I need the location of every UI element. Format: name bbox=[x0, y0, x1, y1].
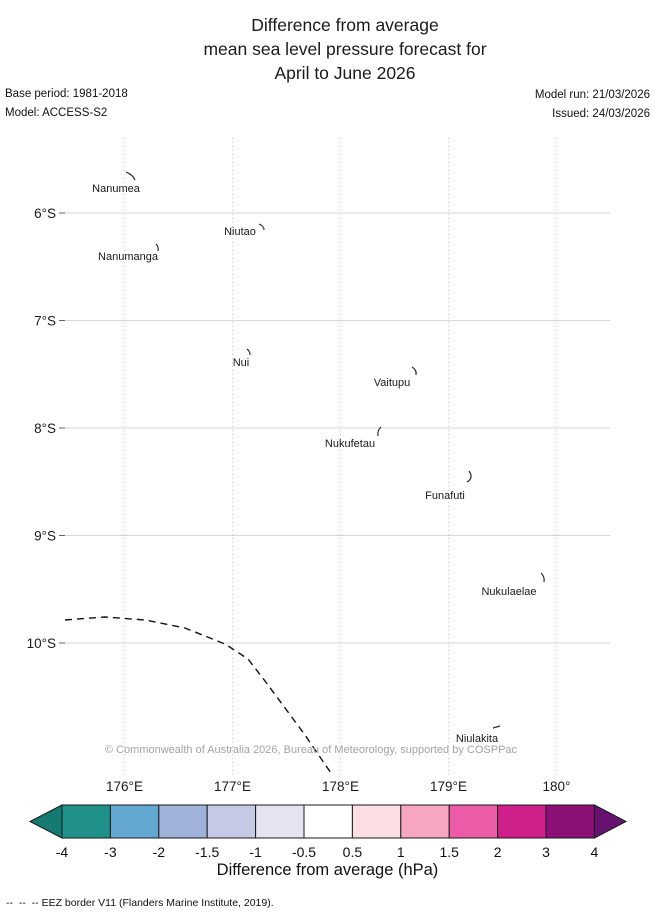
island-label-nanumea: Nanumea bbox=[92, 183, 141, 195]
colorbar-segment-11 bbox=[545, 804, 595, 839]
island-mark-vaitupu bbox=[411, 366, 417, 376]
cb-tick-0-5: 0.5 bbox=[343, 844, 363, 860]
cb-tick-3: 3 bbox=[542, 844, 550, 860]
page-title: Difference from average mean sea level p… bbox=[40, 13, 650, 85]
island-label-nui: Nui bbox=[233, 357, 250, 369]
meta-left: Base period: 1981-2018 Model: ACCESS-S2 bbox=[5, 85, 128, 123]
cb-tick--1-5: -1.5 bbox=[195, 844, 219, 860]
colorbar-segment-8 bbox=[400, 804, 450, 839]
colorbar-segment-1 bbox=[61, 804, 111, 839]
issued-text: Issued: 24/03/2026 bbox=[552, 108, 650, 120]
colorbar-tick-labels: -4 -3 -2 -1.5 -1 -0.5 0.5 1 1.5 2 3 4 bbox=[56, 844, 599, 860]
colorbar-segment-7 bbox=[351, 804, 402, 839]
island-label-nukufetau: Nukufetau bbox=[325, 438, 375, 450]
longitude-gridlines bbox=[124, 138, 557, 777]
lon-label-176e: 176°E bbox=[106, 779, 143, 794]
lon-label-179e: 179°E bbox=[430, 779, 467, 794]
eez-border-line bbox=[64, 616, 332, 774]
island-label-nukulaelae: Nukulaelae bbox=[481, 586, 536, 598]
cb-tick-2: 2 bbox=[494, 844, 502, 860]
island-mark-nui bbox=[246, 348, 251, 356]
base-period-text: Base period: 1981-2018 bbox=[5, 88, 128, 100]
lat-label-10s: 10°S bbox=[27, 636, 56, 651]
island-mark-niulakita bbox=[492, 725, 501, 729]
island-label-funafuti: Funafuti bbox=[425, 490, 465, 502]
island-label-vaitupu: Vaitupu bbox=[374, 377, 411, 389]
lat-label-6s: 6°S bbox=[34, 206, 56, 221]
cb-tick-1: 1 bbox=[397, 844, 405, 860]
colorbar-segment-9 bbox=[448, 804, 499, 839]
island-mark-nukufetau bbox=[377, 426, 382, 437]
island-mark-nanumea bbox=[125, 171, 136, 181]
island-label-niulakita: Niulakita bbox=[456, 733, 499, 745]
lat-label-9s: 9°S bbox=[34, 529, 56, 544]
lon-label-177e: 177°E bbox=[214, 779, 251, 794]
axis-ticks bbox=[59, 212, 65, 644]
island-mark-niutao bbox=[258, 223, 265, 231]
lat-label-7s: 7°S bbox=[34, 314, 56, 329]
meta-right: Model run: 21/03/2026 Issued: 24/03/2026 bbox=[535, 86, 650, 124]
model-run-text: Model run: 21/03/2026 bbox=[534, 89, 650, 101]
island-mark-funafuti bbox=[466, 470, 472, 483]
cb-tick-4: 4 bbox=[591, 844, 599, 860]
cb-tick-1-5: 1.5 bbox=[439, 844, 459, 860]
colorbar-segment-5 bbox=[255, 804, 305, 839]
lon-label-178e: 178°E bbox=[322, 779, 359, 794]
cb-tick--1: -1 bbox=[249, 844, 262, 860]
colorbar-segment-10 bbox=[497, 804, 547, 839]
cb-tick--0-5: -0.5 bbox=[292, 844, 316, 860]
colorbar-segment-6 bbox=[303, 804, 353, 839]
colorbar-segment-4 bbox=[206, 804, 257, 839]
title-line-2: mean sea level pressure forecast for bbox=[203, 39, 487, 59]
cb-tick--4: -4 bbox=[56, 844, 69, 860]
copyright-text: © Commonwealth of Australia 2026, Bureau… bbox=[105, 744, 518, 756]
island-mark-nukulaelae bbox=[540, 572, 545, 583]
island-labels: Nanumea Niutao Nanumanga Nui Vaitupu Nuk… bbox=[92, 183, 536, 745]
longitude-labels: 176°E 177°E 178°E 179°E 180° bbox=[106, 779, 570, 794]
island-label-niutao: Niutao bbox=[224, 226, 256, 238]
island-marks bbox=[125, 171, 545, 729]
lon-label-180: 180° bbox=[543, 779, 571, 794]
colorbar-left-arrow bbox=[28, 804, 63, 839]
forecast-map: 6°S 7°S 8°S 9°S 10°S 176°E 177°E 178°E 1… bbox=[27, 138, 610, 794]
island-label-nanumanga: Nanumanga bbox=[98, 251, 159, 263]
colorbar-right-arrow bbox=[593, 804, 628, 839]
title-line-3: April to June 2026 bbox=[274, 63, 416, 83]
title-line-1: Difference from average bbox=[251, 15, 439, 35]
eez-footer-note: -- -- -- EEZ border V11 (Flanders Marine… bbox=[6, 897, 274, 909]
lat-label-8s: 8°S bbox=[34, 421, 56, 436]
colorbar-segment-2 bbox=[109, 804, 160, 839]
latitude-labels: 6°S 7°S 8°S 9°S 10°S bbox=[27, 206, 56, 651]
colorbar: -4 -3 -2 -1.5 -1 -0.5 0.5 1 1.5 2 3 4 bbox=[28, 804, 628, 860]
latitude-gridlines bbox=[65, 212, 610, 644]
island-mark-nanumanga bbox=[155, 243, 159, 252]
colorbar-segment-3 bbox=[158, 804, 208, 839]
colorbar-caption: Difference from average (hPa) bbox=[216, 861, 439, 879]
model-text: Model: ACCESS-S2 bbox=[5, 107, 108, 119]
cb-tick--3: -3 bbox=[104, 844, 117, 860]
cb-tick--2: -2 bbox=[153, 844, 166, 860]
